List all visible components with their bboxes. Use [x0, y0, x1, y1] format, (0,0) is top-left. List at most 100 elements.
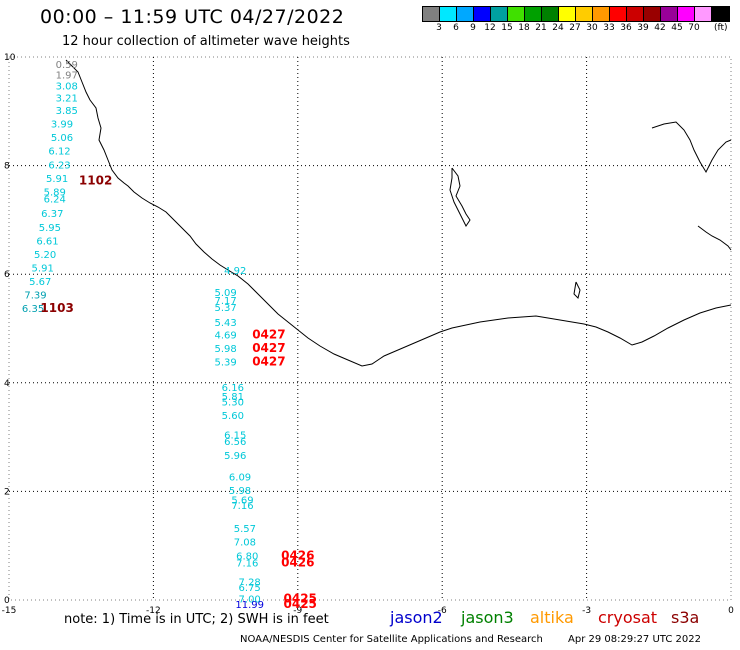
legend-swatch	[491, 7, 508, 21]
wave-height-label: 6.61	[36, 236, 58, 247]
wave-height-label: 7.39	[24, 291, 46, 302]
x-tick-label: -9	[293, 606, 302, 616]
wave-height-label: 5.81	[222, 392, 244, 403]
legend-tick-label: 3	[436, 23, 442, 33]
coastline-detail	[449, 167, 471, 227]
date-label: 0426	[281, 555, 314, 569]
date-label: 0427	[252, 354, 285, 368]
footer-timestamp: Apr 29 08:29:27 UTC 2022	[568, 634, 701, 645]
satellite-legend-item: s3a	[671, 608, 700, 627]
y-tick-label: 6	[4, 270, 10, 280]
wave-height-label: 3.85	[56, 106, 78, 117]
footer-credit: NOAA/NESDIS Center for Satellite Applica…	[240, 634, 543, 645]
page-subtitle: 12 hour collection of altimeter wave hei…	[62, 34, 350, 49]
wave-height-label: 0.59	[56, 60, 78, 71]
legend-swatch	[678, 7, 695, 21]
date-label: 0425	[284, 592, 317, 606]
note-text: note: 1) Time is in UTC; 2) SWH is in fe…	[64, 612, 329, 627]
wave-height-label: 7.16	[236, 558, 258, 569]
wave-height-label: 7.00	[239, 595, 261, 606]
legend-unit: (ft)	[714, 23, 728, 33]
y-tick-label: 0	[4, 596, 10, 606]
coastline-detail	[697, 225, 732, 251]
legend-tick-label: 30	[586, 23, 598, 33]
satellite-legend-item: cryosat	[598, 608, 658, 627]
wave-height-label: 6.23	[48, 160, 70, 171]
wave-height-label: 7.17	[214, 296, 236, 307]
legend-color-bar	[422, 6, 730, 22]
legend-swatch	[525, 7, 542, 21]
wave-height-label: 5.43	[214, 318, 236, 329]
legend-swatch	[661, 7, 678, 21]
legend-swatch	[423, 7, 440, 21]
y-tick-label: 8	[4, 162, 10, 172]
date-label: 0427	[252, 327, 285, 341]
wave-height-label: 5.60	[222, 411, 244, 422]
wave-height-label: 5.57	[234, 524, 256, 535]
legend-swatch	[474, 7, 491, 21]
legend-swatch	[695, 7, 712, 21]
legend-swatch	[457, 7, 474, 21]
wave-height-label: 6.12	[48, 147, 70, 158]
date-label: 0425	[284, 597, 317, 611]
wave-height-label: 6.35	[22, 304, 44, 315]
wave-height-legend: 3 6 9 12 15 18 21 24 27 30 33 36 39 42 45 70 (ft)	[422, 6, 730, 33]
wave-height-label: 6.09	[229, 473, 251, 484]
legend-tick-label: 9	[470, 23, 476, 33]
legend-swatch	[644, 7, 661, 21]
legend-tick-label: 18	[518, 23, 530, 33]
wave-height-label: 6.80	[236, 551, 258, 562]
wave-height-label: 5.30	[222, 398, 244, 409]
wave-height-label: 6.15	[224, 431, 246, 442]
wave-height-label: 11.99	[235, 600, 264, 611]
wave-height-label: 5.89	[44, 187, 66, 198]
legend-swatch	[542, 7, 559, 21]
wave-height-label: 5.96	[224, 451, 246, 462]
wave-height-label: 6.56	[224, 437, 246, 448]
x-tick-label: -15	[2, 606, 17, 616]
x-tick-label: -6	[438, 606, 447, 616]
legend-tick-label: 12	[484, 23, 496, 33]
wave-height-label: 6.16	[222, 383, 244, 394]
wave-height-label: 4.69	[214, 330, 236, 341]
legend-tick-label: 42	[654, 23, 666, 33]
coastline-detail	[651, 121, 732, 174]
legend-tick-label: 27	[569, 23, 581, 33]
legend-swatch	[627, 7, 644, 21]
legend-tick-labels: 3 6 9 12 15 18 21 24 27 30 33 36 39 42 45 70	[422, 23, 740, 37]
satellite-legend-item: jason2	[390, 608, 443, 627]
date-label: 0427	[252, 341, 285, 355]
wave-height-label: 5.06	[51, 133, 73, 144]
wave-height-label: 3.08	[56, 82, 78, 93]
wave-height-label: 5.20	[34, 250, 56, 261]
legend-swatch	[440, 7, 457, 21]
map-grid	[9, 57, 731, 600]
legend-swatch	[593, 7, 610, 21]
date-label: 1103	[40, 301, 73, 315]
wave-height-label: 5.39	[214, 357, 236, 368]
wave-height-label: 7.16	[231, 501, 253, 512]
legend-tick-label: 24	[552, 23, 564, 33]
legend-tick-label: 6	[453, 23, 459, 33]
legend-tick-label: 70	[688, 23, 700, 33]
plot-frame	[8, 56, 732, 601]
wave-height-label: 6.24	[44, 195, 66, 206]
wave-height-label: 3.21	[56, 94, 78, 105]
wave-height-label: 5.98	[214, 344, 236, 355]
coastline	[65, 59, 732, 367]
wave-height-label: 6.75	[239, 583, 261, 594]
map-axes: -15 -12 -9 -6 -3 0 0 2 4 6 8 10	[2, 53, 734, 616]
x-tick-label: -12	[146, 606, 161, 616]
measurement-layer: 0.591.973.083.213.85 3.99 5.06 6.12 6.23 5.91…	[22, 60, 317, 611]
wave-height-label: 5.91	[46, 174, 68, 185]
legend-tick-label: 15	[501, 23, 513, 33]
wave-height-label: 6.37	[41, 209, 63, 220]
x-tick-label: -3	[582, 606, 591, 616]
wave-height-label: 5.69	[231, 495, 253, 506]
legend-tick-label: 45	[671, 23, 683, 33]
wave-height-label: 4.92	[224, 266, 246, 277]
legend-tick-label: 21	[535, 23, 547, 33]
legend-tick-label: 33	[603, 23, 615, 33]
